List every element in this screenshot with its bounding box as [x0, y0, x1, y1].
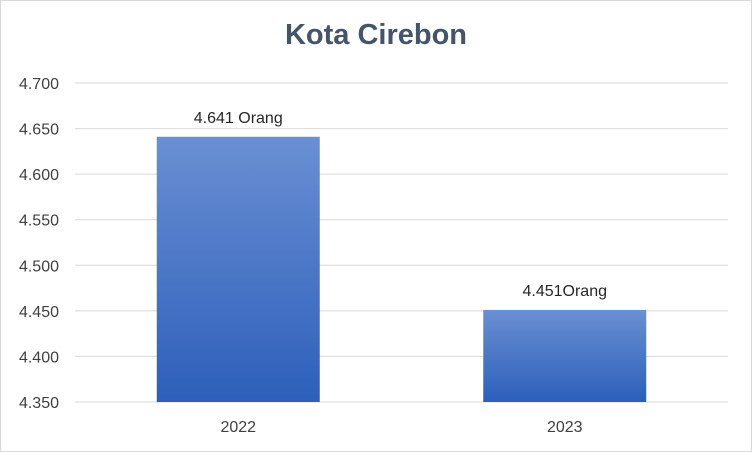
y-tick-label: 4.600 — [19, 167, 59, 184]
data-label: 4.641 Orang — [194, 110, 283, 127]
y-tick-label: 4.450 — [19, 304, 59, 321]
x-category-label: 2022 — [220, 419, 256, 436]
chart-title: Kota Cirebon — [284, 19, 468, 51]
y-tick-label: 4.700 — [19, 76, 59, 93]
y-tick-label: 4.400 — [19, 349, 59, 366]
y-tick-label: 4.350 — [19, 395, 59, 412]
y-tick-label: 4.550 — [19, 213, 59, 230]
y-tick-label: 4.650 — [19, 122, 59, 139]
y-tick-label: 4.500 — [19, 258, 59, 275]
data-label: 4.451Orang — [522, 283, 607, 300]
x-category-label: 2023 — [547, 419, 583, 436]
bar-2022 — [156, 136, 320, 402]
bar-2023 — [483, 309, 647, 402]
